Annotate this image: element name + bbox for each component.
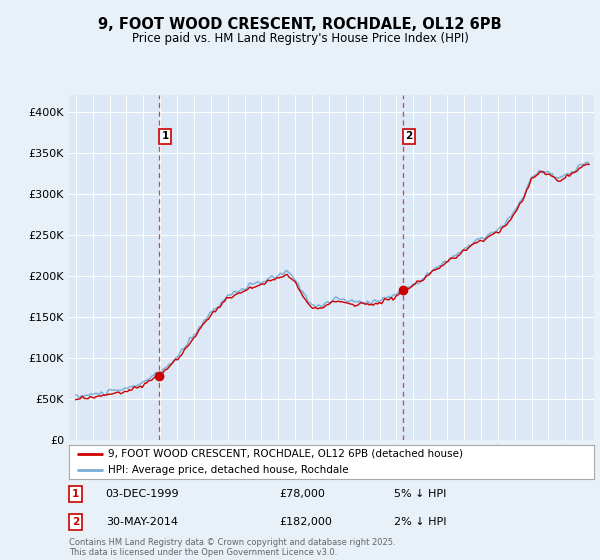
Text: Contains HM Land Registry data © Crown copyright and database right 2025.
This d: Contains HM Land Registry data © Crown c… [69,538,395,557]
Text: £78,000: £78,000 [279,489,325,499]
Text: 9, FOOT WOOD CRESCENT, ROCHDALE, OL12 6PB (detached house): 9, FOOT WOOD CRESCENT, ROCHDALE, OL12 6P… [109,449,463,459]
Text: £182,000: £182,000 [279,517,332,527]
Text: 30-MAY-2014: 30-MAY-2014 [106,517,178,527]
Text: 1: 1 [161,131,169,141]
Text: Price paid vs. HM Land Registry's House Price Index (HPI): Price paid vs. HM Land Registry's House … [131,31,469,45]
Text: 03-DEC-1999: 03-DEC-1999 [106,489,179,499]
Text: HPI: Average price, detached house, Rochdale: HPI: Average price, detached house, Roch… [109,465,349,475]
Text: 2: 2 [71,517,79,527]
Text: 2: 2 [406,131,413,141]
Text: 2% ↓ HPI: 2% ↓ HPI [395,517,447,527]
Text: 5% ↓ HPI: 5% ↓ HPI [395,489,447,499]
Text: 9, FOOT WOOD CRESCENT, ROCHDALE, OL12 6PB: 9, FOOT WOOD CRESCENT, ROCHDALE, OL12 6P… [98,17,502,32]
Text: 1: 1 [71,489,79,499]
